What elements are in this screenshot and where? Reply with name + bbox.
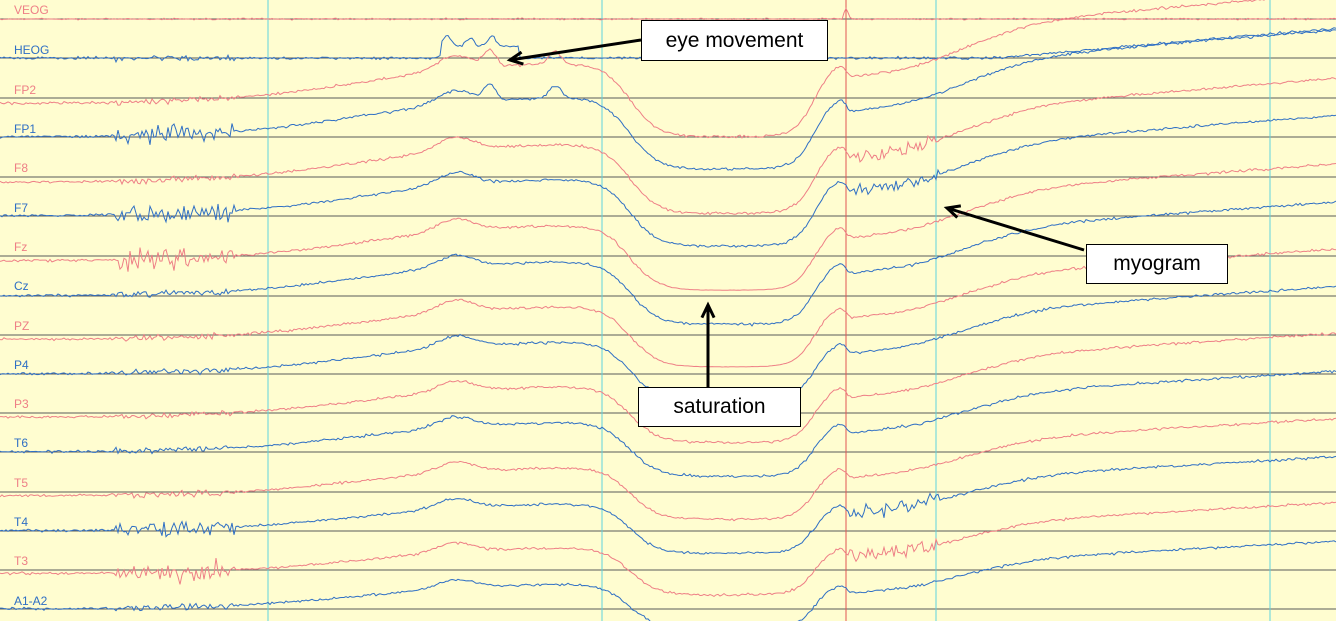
arrow-myogram [946,206,1085,252]
channel-label-t4: T4 [14,515,28,529]
trace-t3 [0,501,1336,597]
trace-fz [0,163,1336,291]
trace-fp2 [0,0,1275,139]
channel-label-f7: F7 [14,201,28,215]
channel-label-t6: T6 [14,436,28,450]
trace-a1-a2 [0,540,1336,621]
trace-cz [0,200,1336,327]
arrow-myogram-head [943,204,962,219]
annotation-myogram: myogram [1086,244,1228,284]
channel-label-fp2: FP2 [14,83,36,97]
arrow-eye-movement-head [506,50,524,66]
channel-label-fp1: FP1 [14,122,36,136]
channel-label-heog: HEOG [14,43,49,57]
channel-label-p4: P4 [14,358,29,372]
channel-label-f8: F8 [14,161,28,175]
channel-label-p3: P3 [14,397,29,411]
arrow-eye-movement [509,38,642,62]
channel-label-fz: Fz [14,240,27,254]
trace-p3 [0,332,1336,444]
channel-label-cz: Cz [14,279,29,293]
channel-label-t5: T5 [14,476,28,490]
trace-f7 [0,114,1336,248]
arrows-layer [506,38,1085,387]
annotation-eye-movement: eye movement [641,20,828,61]
trace-t4 [0,455,1336,555]
annotation-saturation: saturation [638,387,801,427]
channel-label-pz: PZ [14,319,29,333]
trace-f8 [0,77,1336,216]
channel-label-a1-a2: A1-A2 [14,594,48,608]
channel-label-t3: T3 [14,554,28,568]
trace-t5 [0,417,1336,522]
trace-t6 [0,369,1336,478]
channel-label-veog: VEOG [14,3,49,17]
trace-veog [0,7,1336,21]
labels-layer: VEOG HEOG FP2 FP1 F8 F7 Fz Cz PZ P4 P3 T6 T5 T4 T3 A1-A… [14,3,49,608]
trace-fp1 [0,29,1336,171]
arrow-saturation-head [700,301,716,319]
